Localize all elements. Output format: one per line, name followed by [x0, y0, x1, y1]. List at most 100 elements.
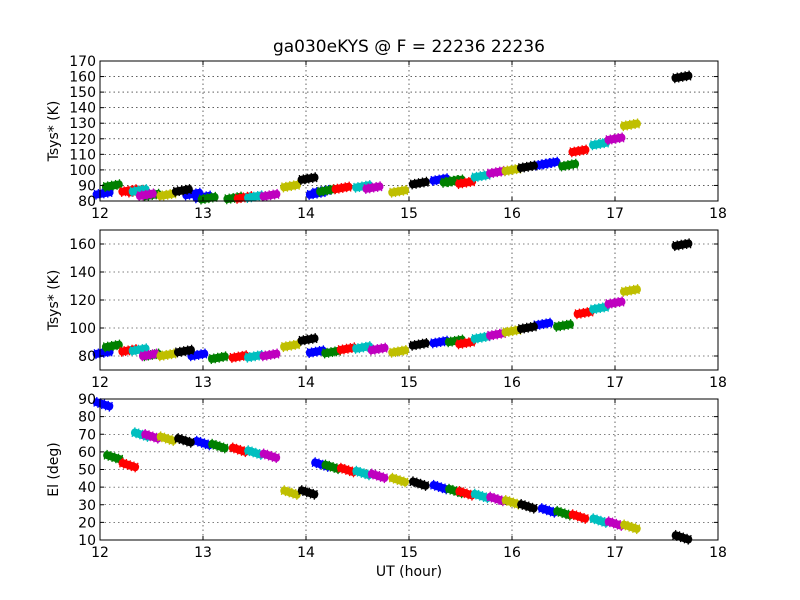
data-point-tick	[518, 163, 522, 174]
data-point-tick	[281, 341, 285, 353]
data-point-tick	[126, 187, 130, 198]
data-point-tick	[321, 186, 325, 197]
data-point-tick	[306, 334, 310, 345]
data-point-tick	[372, 344, 376, 355]
data-point-tick	[341, 344, 345, 355]
data-point-tick	[204, 348, 208, 359]
data-point-tick	[292, 180, 296, 191]
data-point-tick	[148, 189, 152, 200]
data-point-tick	[368, 468, 373, 479]
data-point-tick	[440, 177, 444, 188]
data-point-tick	[506, 165, 510, 176]
data-point-tick	[110, 180, 114, 191]
data-point-tick	[609, 298, 613, 309]
data-point-tick	[594, 303, 598, 314]
data-point-tick	[375, 181, 379, 192]
data-point-tick	[613, 133, 617, 144]
data-point-tick	[190, 344, 194, 355]
data-point-tick	[182, 346, 186, 357]
data-point-tick	[437, 482, 443, 493]
data-point-tick	[119, 186, 123, 198]
data-point-tick	[356, 466, 362, 477]
data-point-tick	[491, 330, 495, 341]
data-point-tick	[684, 238, 688, 250]
data-point-tick	[553, 505, 559, 516]
data-point-tick	[593, 514, 598, 525]
data-point-tick	[502, 166, 506, 177]
data-point-tick	[680, 239, 684, 250]
series-green	[103, 438, 574, 521]
data-point-tick	[202, 193, 206, 204]
data-point-tick	[393, 187, 397, 198]
data-point-tick	[252, 191, 257, 202]
data-point-tick	[569, 147, 573, 158]
data-point-tick	[569, 319, 573, 330]
series-black	[171, 70, 693, 197]
data-point-tick	[272, 349, 276, 360]
data-point-tick	[353, 343, 357, 354]
data-point-tick	[263, 449, 269, 460]
data-point-tick	[613, 297, 617, 308]
data-point-tick	[276, 188, 280, 199]
x-tick-label: 15	[400, 206, 418, 222]
data-point-tick	[184, 184, 188, 195]
data-point-tick	[348, 181, 352, 192]
data-point-tick	[433, 480, 439, 491]
data-point-tick	[149, 431, 154, 442]
data-point-tick	[521, 500, 526, 511]
y-axis-label: El (deg)	[46, 442, 62, 497]
data-point-tick	[628, 521, 633, 532]
data-point-tick	[502, 327, 506, 338]
data-point-tick	[319, 459, 324, 470]
data-point-tick	[397, 186, 401, 197]
data-point-tick	[581, 145, 585, 156]
y-tick-label: 90	[78, 392, 96, 408]
data-point-tick	[314, 346, 318, 357]
data-point-tick	[119, 457, 124, 468]
data-point-tick	[220, 442, 225, 453]
data-point-tick	[586, 307, 590, 318]
data-point-tick	[430, 175, 434, 186]
data-point-tick	[305, 487, 311, 498]
x-tick-label: 16	[503, 375, 521, 391]
data-point-tick	[572, 510, 578, 521]
data-point-tick	[575, 158, 579, 169]
data-point-tick	[475, 171, 479, 182]
figure-title: ga030eKYS @ F = 22236 22236	[273, 37, 545, 57]
data-point-tick	[545, 505, 551, 516]
data-point-tick	[345, 343, 349, 354]
data-point-tick	[389, 347, 393, 358]
data-point-tick	[558, 321, 562, 332]
data-point-tick	[486, 491, 492, 502]
data-point-tick	[430, 338, 434, 349]
data-point-tick	[267, 450, 273, 461]
data-point-tick	[498, 328, 502, 339]
data-point-tick	[119, 346, 123, 357]
data-point-tick	[133, 186, 137, 197]
data-point-tick	[289, 340, 293, 351]
data-point-tick	[383, 473, 388, 484]
data-point-tick	[533, 160, 537, 171]
data-point-tick	[584, 514, 589, 524]
x-axis-label: UT (hour)	[376, 564, 442, 580]
data-point-tick	[256, 350, 260, 361]
data-point-tick	[229, 442, 234, 453]
data-point-tick	[529, 161, 533, 172]
data-point-tick	[151, 349, 155, 360]
y-tick-label: 100	[69, 163, 96, 179]
data-point-tick	[624, 520, 629, 531]
data-point-tick	[621, 286, 625, 297]
y-tick-label: 120	[69, 132, 96, 148]
data-point-tick	[449, 484, 454, 495]
axes-frame	[99, 60, 719, 202]
data-point-tick	[224, 194, 228, 205]
data-point-tick	[285, 181, 289, 192]
data-point-tick	[365, 341, 369, 352]
data-point-tick	[567, 160, 571, 171]
data-point-tick	[580, 512, 585, 523]
data-point-tick	[182, 435, 187, 446]
data-point-tick	[93, 396, 98, 407]
data-point-tick	[310, 333, 314, 344]
data-point-tick	[314, 333, 318, 344]
data-point-tick	[131, 427, 136, 438]
